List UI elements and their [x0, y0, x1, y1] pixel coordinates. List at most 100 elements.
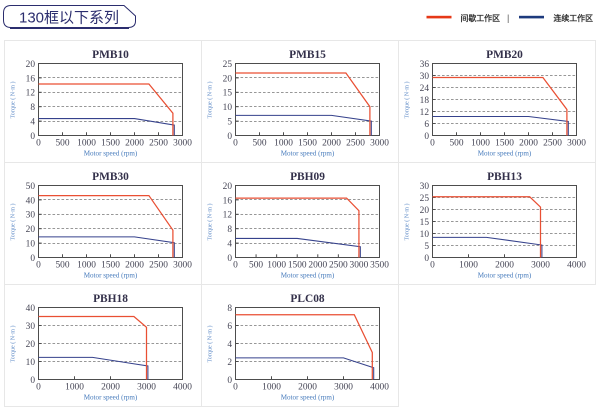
svg-text:0: 0 — [424, 254, 429, 264]
svg-text:25: 25 — [420, 194, 430, 204]
svg-text:0: 0 — [227, 254, 232, 264]
svg-text:3500: 3500 — [370, 261, 389, 271]
svg-text:30: 30 — [420, 182, 430, 192]
svg-text:4000: 4000 — [567, 261, 586, 271]
svg-text:Torque ( N·m ): Torque ( N·m ) — [403, 204, 410, 241]
svg-text:4: 4 — [227, 340, 232, 350]
svg-text:Torque ( N·m ): Torque ( N·m ) — [9, 204, 16, 241]
svg-text:Motor speed (rpm): Motor speed (rpm) — [281, 149, 335, 157]
svg-text:8: 8 — [227, 225, 232, 235]
svg-text:25: 25 — [223, 60, 233, 70]
svg-text:1000: 1000 — [459, 261, 478, 271]
svg-text:2500: 2500 — [329, 261, 348, 271]
svg-text:1000: 1000 — [77, 261, 96, 271]
svg-text:0: 0 — [227, 376, 232, 386]
svg-text:3000: 3000 — [334, 383, 353, 393]
svg-text:1500: 1500 — [101, 261, 120, 271]
svg-text:PMB15: PMB15 — [289, 49, 326, 61]
svg-text:Torque ( N·m ): Torque ( N·m ) — [206, 204, 213, 241]
svg-text:|: | — [507, 13, 509, 23]
svg-text:500: 500 — [252, 139, 266, 149]
svg-text:12: 12 — [420, 108, 430, 118]
svg-text:500: 500 — [55, 139, 69, 149]
svg-text:Motor speed (rpm): Motor speed (rpm) — [281, 271, 335, 279]
svg-text:8: 8 — [30, 103, 35, 113]
svg-text:30: 30 — [26, 211, 36, 221]
svg-text:0: 0 — [36, 261, 41, 271]
svg-text:0: 0 — [30, 254, 35, 264]
svg-text:0: 0 — [30, 132, 35, 142]
svg-text:Torque ( N·m ): Torque ( N·m ) — [403, 82, 410, 119]
svg-text:2500: 2500 — [543, 139, 562, 149]
svg-text:Motor speed (rpm): Motor speed (rpm) — [84, 271, 138, 279]
svg-text:12: 12 — [26, 89, 36, 99]
svg-text:0: 0 — [233, 139, 238, 149]
svg-text:36: 36 — [420, 60, 430, 70]
svg-text:1500: 1500 — [495, 139, 514, 149]
svg-text:16: 16 — [26, 74, 36, 84]
svg-text:10: 10 — [26, 358, 36, 368]
svg-text:PMB30: PMB30 — [92, 171, 129, 183]
svg-text:1000: 1000 — [274, 139, 293, 149]
svg-text:20: 20 — [223, 182, 233, 192]
svg-text:6: 6 — [424, 120, 429, 130]
svg-text:40: 40 — [26, 196, 36, 206]
svg-text:2500: 2500 — [149, 261, 168, 271]
svg-text:2000: 2000 — [125, 261, 144, 271]
svg-text:10: 10 — [223, 103, 233, 113]
svg-text:40: 40 — [26, 304, 36, 314]
svg-text:30: 30 — [26, 322, 36, 332]
svg-text:4: 4 — [30, 118, 35, 128]
svg-text:1000: 1000 — [77, 139, 96, 149]
svg-text:2000: 2000 — [308, 261, 327, 271]
svg-text:Motor speed (rpm): Motor speed (rpm) — [281, 393, 335, 401]
svg-text:10: 10 — [420, 230, 430, 240]
svg-text:6: 6 — [227, 322, 232, 332]
svg-text:Torque ( N·m ): Torque ( N·m ) — [9, 82, 16, 119]
svg-text:PMB10: PMB10 — [92, 49, 129, 61]
svg-text:1000: 1000 — [65, 383, 84, 393]
svg-text:1500: 1500 — [298, 139, 317, 149]
svg-text:3000: 3000 — [137, 383, 156, 393]
svg-text:0: 0 — [430, 261, 435, 271]
svg-text:2500: 2500 — [346, 139, 365, 149]
svg-text:20: 20 — [26, 225, 36, 235]
svg-text:15: 15 — [420, 218, 430, 228]
svg-text:PMB20: PMB20 — [486, 49, 523, 61]
svg-text:1500: 1500 — [101, 139, 120, 149]
svg-text:Motor speed (rpm): Motor speed (rpm) — [478, 271, 532, 279]
svg-text:30: 30 — [420, 72, 430, 82]
svg-text:3000: 3000 — [370, 139, 389, 149]
svg-text:连续工作区: 连续工作区 — [554, 13, 594, 23]
svg-text:10: 10 — [26, 240, 36, 250]
svg-text:3000: 3000 — [567, 139, 586, 149]
svg-text:2000: 2000 — [519, 139, 538, 149]
svg-text:1000: 1000 — [267, 261, 286, 271]
svg-text:PLC08: PLC08 — [290, 293, 324, 305]
svg-text:2000: 2000 — [495, 261, 514, 271]
svg-text:20: 20 — [420, 206, 430, 216]
svg-text:130框以下系列: 130框以下系列 — [19, 10, 119, 27]
svg-text:2000: 2000 — [101, 383, 120, 393]
svg-text:20: 20 — [223, 74, 233, 84]
svg-text:4: 4 — [227, 240, 232, 250]
svg-text:0: 0 — [233, 383, 238, 393]
svg-text:5: 5 — [424, 242, 429, 252]
svg-text:1500: 1500 — [288, 261, 307, 271]
svg-text:50: 50 — [26, 182, 36, 192]
svg-text:4000: 4000 — [370, 383, 389, 393]
svg-text:Torque ( N·m ): Torque ( N·m ) — [206, 326, 213, 363]
svg-text:1000: 1000 — [471, 139, 490, 149]
svg-text:2500: 2500 — [149, 139, 168, 149]
svg-text:16: 16 — [223, 196, 233, 206]
svg-text:4000: 4000 — [173, 383, 192, 393]
svg-text:5: 5 — [227, 118, 232, 128]
svg-text:18: 18 — [420, 96, 430, 106]
svg-text:3000: 3000 — [531, 261, 550, 271]
svg-text:15: 15 — [223, 89, 233, 99]
svg-text:0: 0 — [233, 261, 238, 271]
svg-text:12: 12 — [223, 211, 233, 221]
svg-text:3000: 3000 — [350, 261, 369, 271]
svg-text:2000: 2000 — [298, 383, 317, 393]
svg-text:2000: 2000 — [125, 139, 144, 149]
